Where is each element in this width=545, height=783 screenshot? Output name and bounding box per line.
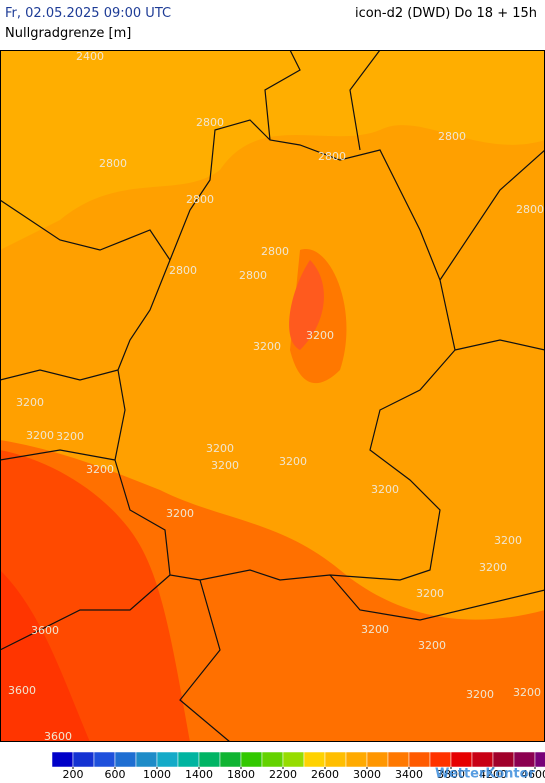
scale-swatch (72, 751, 95, 768)
scale-tick-label: 2200 (269, 768, 297, 781)
scale-swatch (513, 751, 536, 768)
contour-label: 3600 (44, 730, 72, 742)
scale-tick-label: 4600 (521, 768, 545, 781)
scale-swatch (198, 751, 221, 768)
contour-label: 3200 (86, 463, 114, 476)
contour-label: 2800 (261, 245, 289, 258)
scale-swatch (450, 751, 473, 768)
scale-swatch (303, 751, 326, 768)
scale-swatch (366, 751, 389, 768)
scale-swatch (51, 751, 74, 768)
contour-label: 2800 (239, 269, 267, 282)
contour-label: 3200 (306, 329, 334, 342)
contour-label: 2800 (318, 150, 346, 163)
scale-tick-label: 4200 (479, 768, 507, 781)
model-run: icon-d2 (DWD) Do 18 + 15h (354, 6, 537, 21)
color-scale: 200 600 1000 1400 1800 2200 2600 3000 3400 3800 42… (51, 751, 545, 782)
contour-label: 3200 (416, 587, 444, 600)
scale-swatch (345, 751, 368, 768)
contour-label: 2400 (76, 50, 104, 63)
contour-label: 3200 (279, 455, 307, 468)
scale-swatch (408, 751, 431, 768)
region-low (0, 50, 545, 250)
contour-label: 3200 (361, 623, 389, 636)
scale-swatch (240, 751, 263, 768)
scale-swatch (534, 751, 545, 768)
scale-tick-label: 2600 (311, 768, 339, 781)
contour-label: 3200 (418, 639, 446, 652)
scale-swatch (387, 751, 410, 768)
contour-label: 2800 (196, 116, 224, 129)
contour-label: 2800 (438, 130, 466, 143)
scale-tick-label: 600 (105, 768, 126, 781)
scale-tick-label: 3000 (353, 768, 381, 781)
watermark: WetterKontor (435, 767, 536, 782)
parameter: Nullgradgrenze [m] (5, 26, 132, 41)
scale-tick-label: 3400 (395, 768, 423, 781)
scale-swatch (324, 751, 347, 768)
region-highest (0, 570, 90, 742)
contour-label: 3600 (8, 684, 36, 697)
contour-label: 3200 (206, 442, 234, 455)
contour-label: 2800 (516, 203, 544, 216)
contour-label: 3200 (26, 429, 54, 442)
contour-label: 2800 (169, 264, 197, 277)
contour-label: 3200 (16, 396, 44, 409)
scale-swatch (429, 751, 452, 768)
contour-label: 3200 (371, 483, 399, 496)
contour-label: 3600 (31, 624, 59, 637)
scale-swatch (177, 751, 200, 768)
scale-swatch (282, 751, 305, 768)
contour-label: 3200 (211, 459, 239, 472)
contour-label: 2800 (99, 157, 127, 170)
contour-label: 3200 (253, 340, 281, 353)
scale-swatch (471, 751, 494, 768)
contour-label: 3200 (513, 686, 541, 699)
contour-label: 3200 (166, 507, 194, 520)
scale-swatch (219, 751, 242, 768)
scale-swatch (261, 751, 284, 768)
scale-swatch (135, 751, 158, 768)
region-peak (289, 260, 324, 350)
scale-swatch (93, 751, 116, 768)
scale-tick-label: 1000 (143, 768, 171, 781)
scale-swatch (114, 751, 137, 768)
scale-swatch (156, 751, 179, 768)
scale-tick-label: 1800 (227, 768, 255, 781)
scale-tick-label: 3800 (437, 768, 465, 781)
scale-tick-label: 1400 (185, 768, 213, 781)
borders (0, 50, 545, 742)
scale-tick-label: 200 (63, 768, 84, 781)
contour-label: 2800 (186, 193, 214, 206)
scale-swatch (492, 751, 515, 768)
datetime: Fr, 02.05.2025 09:00 UTC (5, 6, 172, 21)
contour-label: 3200 (494, 534, 522, 547)
map: 2400 2800 2800 2800 2800 2800 2800 2800 2800 2800… (0, 50, 545, 742)
contour-label: 3200 (479, 561, 507, 574)
contour-label: 3200 (466, 688, 494, 701)
contour-label: 3200 (56, 430, 84, 443)
